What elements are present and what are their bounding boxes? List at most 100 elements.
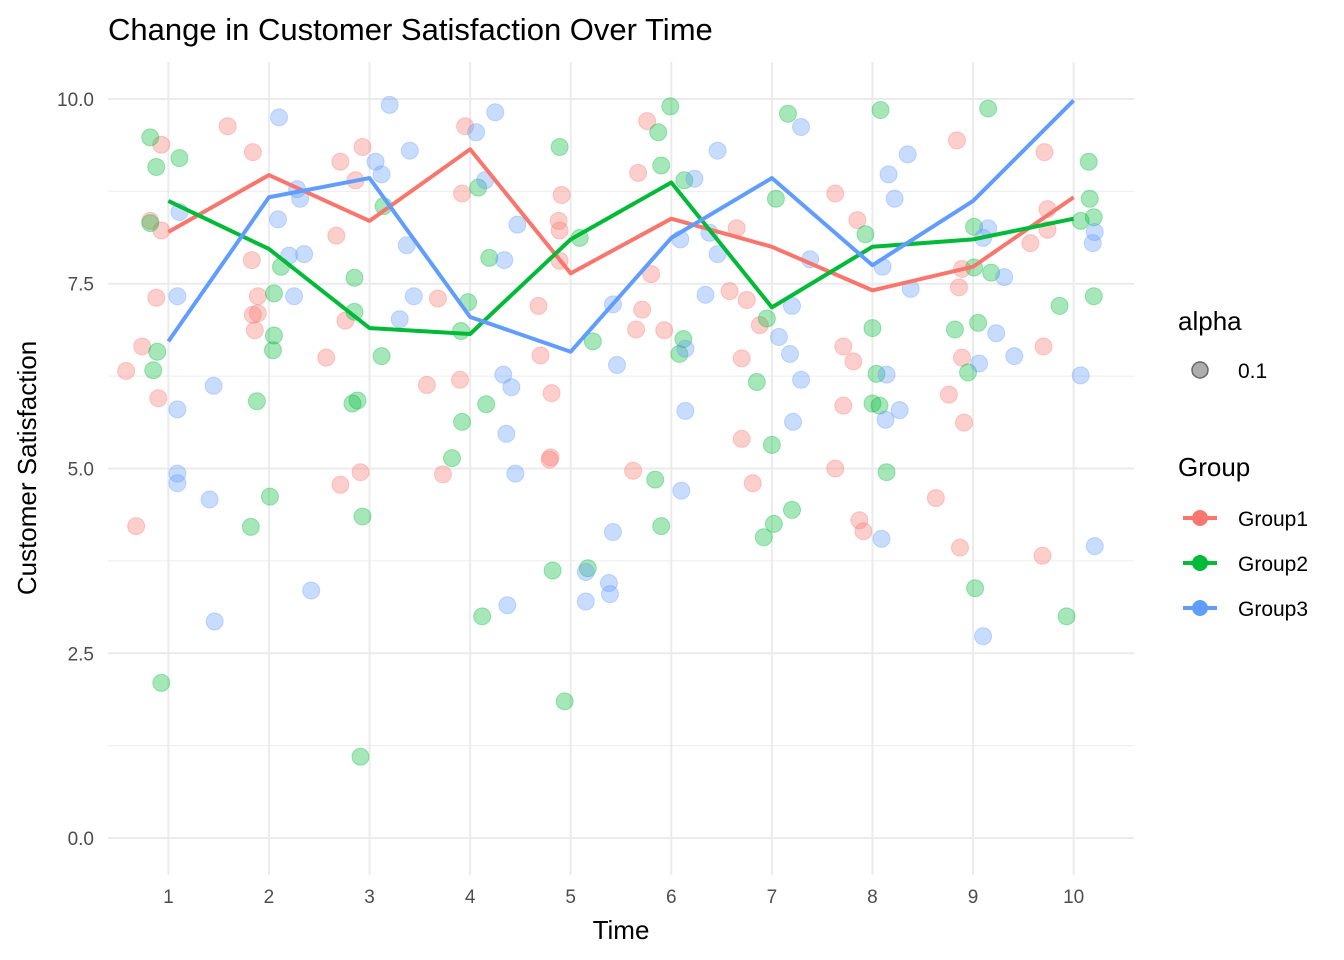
data-point-group2 bbox=[675, 171, 694, 190]
y-tick-label: 7.5 bbox=[68, 275, 94, 296]
data-point-group2 bbox=[870, 396, 889, 415]
data-point-group3 bbox=[879, 165, 898, 184]
data-point-group2 bbox=[480, 248, 499, 267]
legend-label-group3: Group3 bbox=[1238, 598, 1308, 621]
x-tick-label: 7 bbox=[767, 887, 778, 908]
legend-key-dot-group1 bbox=[1192, 510, 1208, 526]
x-axis-title: Time bbox=[593, 915, 650, 945]
x-tick-label: 3 bbox=[364, 887, 375, 908]
data-point-group3 bbox=[1085, 537, 1104, 556]
data-point-group1 bbox=[141, 211, 160, 230]
data-point-group2 bbox=[965, 217, 984, 236]
data-point-group1 bbox=[1021, 234, 1040, 253]
data-point-group1 bbox=[336, 311, 355, 330]
data-point-group1 bbox=[417, 375, 436, 394]
data-point-group2 bbox=[661, 97, 680, 116]
data-point-group3 bbox=[600, 585, 619, 604]
data-point-group3 bbox=[168, 464, 187, 483]
data-point-group2 bbox=[674, 330, 693, 349]
data-point-group3 bbox=[270, 108, 288, 127]
data-point-group2 bbox=[959, 363, 978, 382]
data-point-group3 bbox=[576, 562, 595, 581]
legend-key-dot-group3 bbox=[1192, 600, 1208, 616]
data-point-group1 bbox=[844, 352, 863, 371]
data-point-group2 bbox=[863, 394, 882, 413]
data-point-group2 bbox=[877, 463, 896, 482]
data-point-group2 bbox=[477, 395, 496, 414]
data-point-group1 bbox=[531, 346, 550, 365]
data-point-group1 bbox=[552, 186, 571, 205]
data-point-group2 bbox=[766, 189, 785, 208]
data-point-group1 bbox=[149, 389, 168, 408]
data-point-group3 bbox=[995, 268, 1014, 287]
y-axis-ticks: 0.0 2.5 5.0 7.5 10.0 bbox=[57, 90, 94, 850]
grid-minor bbox=[108, 190, 1134, 747]
data-point-group1 bbox=[428, 289, 447, 308]
data-point-group1 bbox=[939, 385, 958, 404]
data-point-group3 bbox=[205, 612, 224, 631]
data-point-group2 bbox=[147, 157, 166, 176]
data-point-group3 bbox=[784, 412, 803, 431]
x-tick-label: 6 bbox=[666, 887, 677, 908]
data-point-group1 bbox=[737, 290, 756, 309]
legend-label-group1: Group1 bbox=[1238, 508, 1308, 531]
data-point-group1 bbox=[949, 278, 968, 297]
data-point-group2 bbox=[747, 373, 766, 392]
data-point-group1 bbox=[243, 305, 262, 324]
y-tick-label: 5.0 bbox=[68, 460, 94, 481]
data-point-group3 bbox=[792, 118, 811, 137]
data-point-group3 bbox=[495, 251, 514, 270]
data-point-group2 bbox=[264, 284, 283, 303]
grid-major bbox=[108, 62, 1134, 875]
data-point-group2 bbox=[856, 225, 875, 244]
data-point-group3 bbox=[380, 95, 399, 114]
x-tick-label: 5 bbox=[565, 887, 576, 908]
data-point-group3 bbox=[397, 236, 416, 255]
data-point-group1 bbox=[549, 211, 568, 230]
legend-entries: Group1 Group2 Group3 bbox=[1183, 508, 1308, 621]
data-point-group1 bbox=[540, 450, 559, 469]
data-point-group2 bbox=[372, 347, 391, 366]
data-point-group3 bbox=[876, 410, 895, 429]
data-point-group3 bbox=[302, 581, 321, 600]
data-point-group3 bbox=[268, 210, 287, 229]
data-point-group2 bbox=[757, 309, 776, 328]
legend-alpha-label: 0.1 bbox=[1238, 360, 1267, 383]
data-point-group1 bbox=[550, 221, 569, 240]
data-point-group1 bbox=[642, 265, 661, 284]
data-point-group2 bbox=[353, 507, 372, 526]
data-point-group1 bbox=[353, 137, 372, 156]
data-point-group2 bbox=[263, 341, 282, 360]
data-point-group3 bbox=[987, 324, 1006, 343]
data-point-group1 bbox=[633, 300, 652, 319]
data-point-group1 bbox=[655, 321, 674, 340]
legend-alpha-title: alpha bbox=[1178, 306, 1242, 336]
legend-label-group2: Group2 bbox=[1238, 553, 1308, 576]
data-point-group1 bbox=[732, 429, 751, 448]
data-point-group2 bbox=[1084, 208, 1103, 227]
data-point-group1 bbox=[248, 287, 267, 306]
data-point-group2 bbox=[1050, 296, 1069, 315]
data-point-group2 bbox=[945, 320, 964, 339]
data-point-group1 bbox=[627, 320, 646, 339]
data-point-group1 bbox=[451, 370, 470, 389]
data-point-group3 bbox=[1085, 222, 1104, 241]
lines-layer bbox=[166, 99, 1076, 354]
data-point-group3 bbox=[974, 627, 993, 646]
data-point-group3 bbox=[872, 529, 891, 548]
data-point-group1 bbox=[834, 396, 853, 415]
y-axis-title: Customer Satisfaction bbox=[12, 341, 42, 595]
data-point-group1 bbox=[248, 304, 267, 323]
data-point-group3 bbox=[970, 354, 989, 373]
data-point-group2 bbox=[343, 394, 362, 413]
data-point-group2 bbox=[260, 487, 279, 506]
data-point-group2 bbox=[144, 361, 163, 380]
data-point-group3 bbox=[200, 490, 219, 509]
data-point-group2 bbox=[646, 470, 665, 489]
data-point-group3 bbox=[676, 339, 695, 358]
data-point-group2 bbox=[543, 561, 562, 580]
data-point-group2 bbox=[871, 101, 890, 120]
data-point-group2 bbox=[170, 149, 189, 168]
data-point-group3 bbox=[1083, 234, 1102, 253]
data-point-group1 bbox=[331, 475, 350, 494]
